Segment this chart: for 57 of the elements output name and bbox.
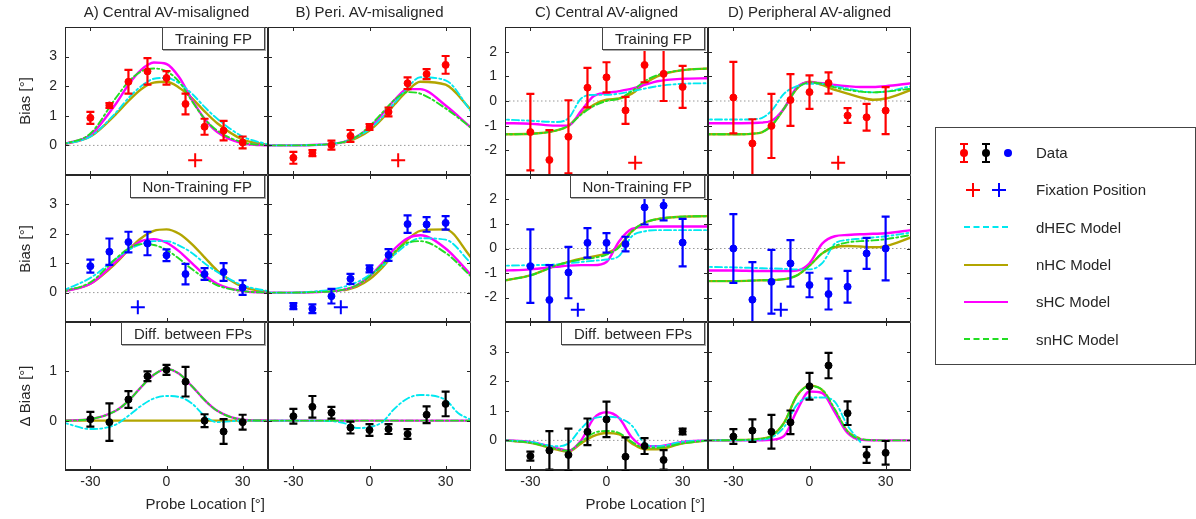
x-tick-label: -30 — [80, 473, 101, 490]
y-tick-label: 3 — [49, 195, 58, 212]
y-tick-label: 2 — [489, 190, 498, 207]
legend-label: Fixation Position — [1036, 181, 1147, 199]
x-tick-label: -30 — [283, 473, 304, 490]
chart-title: D) Peripheral AV-aligned — [727, 3, 892, 20]
chart-subtitle: Non-Training FP — [569, 175, 705, 198]
legend-label: dHEC Model — [1036, 218, 1122, 236]
y-tick-label: 0 — [489, 431, 498, 448]
legend-label: sHC Model — [1036, 293, 1111, 311]
chart-subtitle: Training FP — [602, 27, 705, 50]
chart-subtitle: Diff. between FPs — [560, 322, 705, 345]
y-tick-label: -2 — [484, 141, 498, 158]
legend-label: Data — [1036, 144, 1068, 162]
y-tick-label: 2 — [489, 372, 498, 389]
legend-label: nHC Model — [1036, 256, 1112, 274]
y-tick-label: 1 — [49, 106, 58, 123]
y-tick-label: 2 — [49, 77, 58, 94]
y-axis-title: Δ Bias [°] — [15, 365, 33, 427]
x-tick-label: 0 — [365, 473, 374, 490]
y-tick-label: -1 — [484, 263, 498, 280]
chart-subtitle: Non-Training FP — [129, 175, 265, 198]
x-tick-label: 30 — [234, 473, 251, 490]
y-tick-label: 3 — [489, 342, 498, 359]
y-tick-label: 1 — [49, 362, 58, 379]
y-tick-label: 2 — [49, 224, 58, 241]
y-tick-label: 1 — [49, 254, 58, 271]
y-tick-label: 0 — [49, 283, 58, 300]
y-tick-label: 0 — [489, 91, 498, 108]
y-tick-label: -1 — [484, 116, 498, 133]
y-tick-label: 0 — [49, 411, 58, 428]
x-tick-label: 0 — [602, 473, 611, 490]
y-tick-label: 1 — [489, 67, 498, 84]
x-axis-title: Probe Location [°] — [585, 495, 705, 512]
y-tick-label: 0 — [489, 239, 498, 256]
chart-title: A) Central AV-misaligned — [83, 3, 250, 20]
x-axis-title: Probe Location [°] — [145, 495, 265, 512]
y-tick-label: 2 — [489, 42, 498, 59]
chart-subtitle: Diff. between FPs — [120, 322, 265, 345]
chart-title: B) Peri. AV-misaligned — [295, 3, 444, 20]
x-tick-label: 30 — [674, 473, 691, 490]
y-tick-label: 0 — [49, 136, 58, 153]
y-tick-label: 1 — [489, 401, 498, 418]
chart-title: C) Central AV-aligned — [534, 3, 679, 20]
y-axis-title: Bias [°] — [15, 224, 33, 273]
x-tick-label: -30 — [723, 473, 744, 490]
y-tick-label: 1 — [489, 214, 498, 231]
x-tick-label: 0 — [162, 473, 171, 490]
y-axis-title: Bias [°] — [15, 77, 33, 125]
legend-label: snHC Model — [1036, 330, 1119, 348]
chart-subtitle: Training FP — [162, 27, 265, 50]
x-tick-label: 30 — [437, 473, 454, 490]
x-tick-label: 0 — [805, 473, 814, 490]
y-tick-label: -2 — [484, 288, 498, 305]
y-tick-label: 3 — [49, 47, 58, 64]
x-tick-label: -30 — [520, 473, 541, 490]
x-tick-label: 30 — [877, 473, 894, 490]
